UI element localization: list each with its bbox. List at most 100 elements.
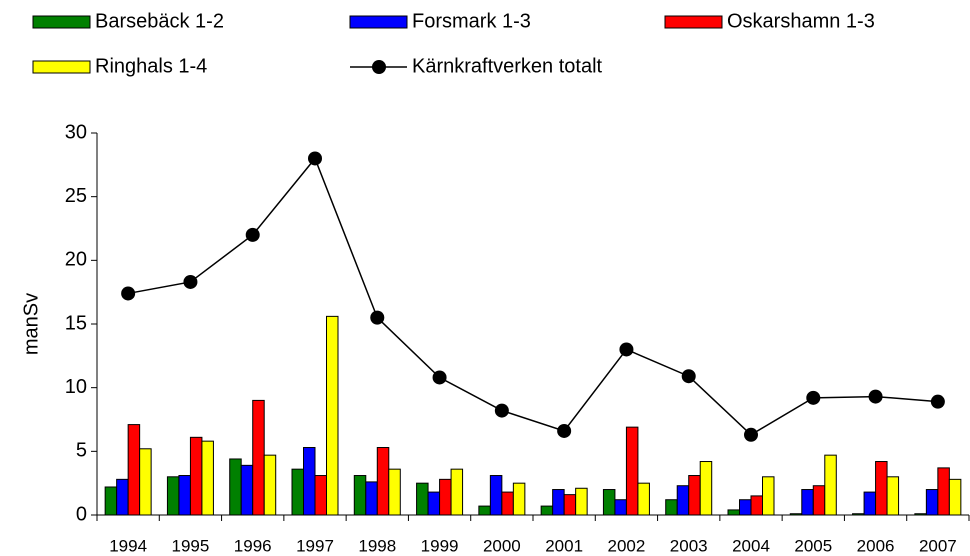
- y-tick-label: 25: [65, 185, 87, 207]
- point: [370, 310, 385, 325]
- bar: [240, 464, 254, 516]
- bar: [365, 481, 378, 516]
- bar: [563, 494, 577, 516]
- x-tick-label: 2006: [857, 536, 895, 555]
- bar: [602, 489, 616, 516]
- legend-label: Kärnkraftverken totalt: [412, 55, 603, 77]
- legend-swatch: [349, 15, 408, 29]
- x-tick-label: 2003: [670, 536, 708, 555]
- point: [868, 389, 883, 404]
- bar: [178, 475, 191, 516]
- bar: [552, 489, 565, 516]
- bar: [875, 461, 888, 516]
- y-tick-label: 30: [65, 121, 87, 143]
- y-tick-label: 10: [65, 376, 87, 398]
- point: [619, 342, 634, 357]
- x-tick-label: 2007: [919, 536, 957, 555]
- bar: [925, 489, 939, 516]
- x-tick-label: 1996: [234, 536, 272, 555]
- bar: [812, 485, 826, 516]
- bar: [575, 487, 588, 516]
- x-tick-label: 2005: [794, 536, 832, 555]
- bar: [489, 475, 503, 516]
- bar: [427, 491, 441, 516]
- bar: [450, 468, 464, 516]
- legend-label: Barsebäck 1-2: [95, 10, 224, 32]
- x-tick-label: 1997: [296, 536, 334, 555]
- bar: [801, 489, 814, 516]
- x-tick-label: 1998: [358, 536, 396, 555]
- point: [806, 390, 821, 405]
- legend-swatch: [32, 15, 91, 29]
- legend-label: Oskarshamn 1-3: [727, 10, 875, 32]
- x-tick-label: 1999: [421, 536, 459, 555]
- y-axis-label: manSv: [20, 293, 42, 355]
- bar: [127, 424, 141, 516]
- bar: [116, 478, 129, 516]
- bar: [166, 476, 180, 516]
- bar: [201, 440, 214, 516]
- legend-swatch: [32, 60, 91, 74]
- bar: [937, 467, 950, 516]
- bar: [501, 491, 514, 516]
- x-tick-label: 1994: [109, 536, 147, 555]
- bar: [614, 499, 627, 516]
- bar: [388, 468, 401, 516]
- bar: [637, 482, 650, 516]
- bar: [948, 478, 962, 516]
- point: [183, 274, 198, 289]
- point: [681, 369, 696, 384]
- legend-label: Forsmark 1-3: [412, 10, 531, 32]
- point: [432, 370, 447, 385]
- bar: [739, 499, 752, 516]
- bar: [789, 513, 803, 516]
- point: [494, 403, 509, 418]
- point: [930, 394, 945, 409]
- bar: [326, 315, 339, 516]
- x-tick-label: 2002: [608, 536, 646, 555]
- bar: [139, 448, 152, 516]
- bar: [699, 461, 713, 516]
- bar: [688, 475, 701, 516]
- x-tick-label: 2000: [483, 536, 521, 555]
- y-tick-label: 20: [65, 249, 87, 271]
- bar: [512, 482, 526, 516]
- x-tick-label: 2001: [545, 536, 583, 555]
- bar: [540, 505, 554, 516]
- bar: [852, 513, 865, 516]
- bar: [353, 475, 367, 516]
- line: [128, 156, 938, 436]
- bar: [665, 499, 678, 516]
- point: [245, 227, 260, 242]
- bar: [291, 468, 304, 516]
- bar: [416, 482, 429, 516]
- y-tick-label: 15: [65, 312, 87, 334]
- point: [557, 423, 572, 438]
- bar: [376, 447, 390, 516]
- bar: [439, 478, 452, 516]
- y-tick-label: 5: [76, 440, 87, 462]
- x-tick-label: 2004: [732, 536, 770, 555]
- legend-marker: [372, 60, 386, 74]
- bar: [824, 454, 837, 516]
- bar: [263, 454, 277, 516]
- bar: [314, 475, 327, 516]
- bar: [863, 491, 877, 516]
- x-tick-label: 1995: [172, 536, 210, 555]
- bar: [750, 495, 763, 516]
- bar: [252, 399, 265, 516]
- point: [308, 151, 322, 166]
- bar: [229, 458, 242, 516]
- legend-swatch: [664, 15, 723, 29]
- bar: [189, 436, 203, 516]
- bar: [886, 476, 900, 516]
- bar: [303, 447, 316, 516]
- point: [744, 427, 758, 442]
- bar: [478, 505, 491, 516]
- bar: [762, 476, 775, 516]
- y-tick-label: 0: [76, 503, 87, 525]
- bar: [676, 485, 690, 516]
- bar: [727, 509, 740, 516]
- bar: [104, 486, 118, 516]
